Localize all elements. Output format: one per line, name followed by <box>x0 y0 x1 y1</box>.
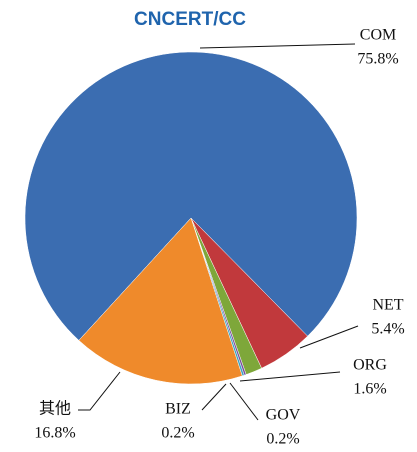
leader-line <box>78 371 121 411</box>
category-label: NET <box>372 297 403 314</box>
category-label: ORG <box>353 357 387 374</box>
value-label: 0.2% <box>266 431 299 448</box>
value-label: 1.6% <box>353 381 386 398</box>
category-label: BIZ <box>165 401 191 418</box>
pie-slice <box>78 217 243 385</box>
leader-line <box>229 382 259 421</box>
category-label: 其他 <box>39 400 71 418</box>
leader-line <box>199 43 356 49</box>
leader-line <box>239 371 341 382</box>
leader-line <box>299 325 359 349</box>
category-label: COM <box>360 27 396 44</box>
category-label: GOV <box>266 407 301 424</box>
chart-title: CNCERT/CC <box>134 9 246 30</box>
value-label: 5.4% <box>371 321 404 338</box>
leader-line <box>201 383 227 411</box>
value-label: 0.2% <box>161 425 194 442</box>
value-label: 16.8% <box>34 425 75 442</box>
pie-slice <box>24 51 358 341</box>
value-label: 75.8% <box>357 51 398 68</box>
